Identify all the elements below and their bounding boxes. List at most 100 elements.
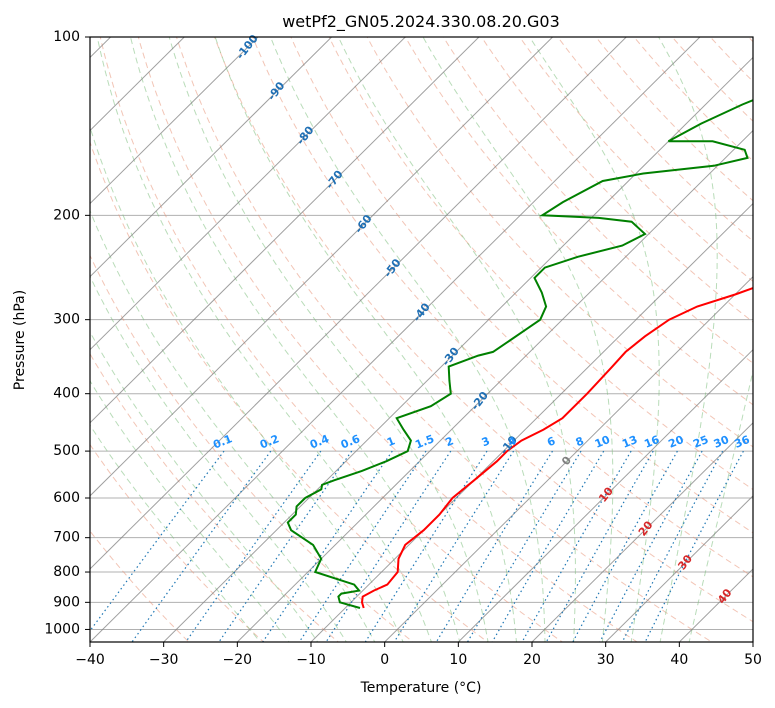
moist-adiabat	[214, 37, 518, 642]
mixing-ratio-label: 20	[667, 433, 686, 451]
dry-adiabat	[137, 37, 638, 642]
moist-adiabat	[168, 37, 489, 642]
y-tick-label: 1000	[44, 621, 80, 637]
moist-adiabat	[529, 37, 660, 642]
x-tick-label: −10	[296, 652, 326, 668]
mixing-ratio-line	[491, 450, 605, 642]
chart-title: wetPf2_GN05.2024.330.08.20.G03	[282, 12, 560, 32]
dry-adiabat	[557, 37, 753, 242]
mixing-ratio-label: 0.4	[308, 432, 331, 451]
moist-adiabat	[422, 37, 614, 642]
isotherm	[383, 275, 753, 642]
mixing-ratio-label: 16	[642, 433, 661, 451]
isotherm	[90, 37, 480, 424]
isotherm	[90, 37, 259, 205]
sounding-lines	[286, 99, 753, 609]
x-axis-label: Temperature (°C)	[360, 680, 482, 696]
plot-frame	[89, 36, 754, 643]
dry-adiabat	[709, 37, 753, 83]
mixing-ratio-line	[364, 450, 488, 642]
mixing-ratio-label: 1	[385, 434, 397, 449]
mixing-ratio-line	[621, 450, 724, 642]
dry-adiabat	[90, 530, 190, 642]
y-tick-label: 400	[53, 386, 80, 402]
x-tick-label: 50	[744, 652, 762, 668]
moist-adiabat	[90, 330, 319, 642]
mixing-ratio-label: 10	[593, 433, 612, 451]
isotherm	[90, 37, 407, 351]
dry-adiabat	[90, 443, 265, 642]
moist-adiabat	[96, 37, 432, 642]
dry-adiabat	[747, 37, 753, 43]
dry-adiabat	[328, 37, 753, 491]
dry-adiabat	[366, 37, 753, 448]
dewpoint-line	[286, 99, 753, 609]
dry-adiabat	[633, 37, 753, 162]
x-tick-label: 10	[449, 652, 467, 668]
mixing-ratio-line	[131, 450, 272, 642]
moist-adiabat	[90, 379, 290, 642]
isotherm	[531, 422, 753, 642]
moist-adiabat	[337, 37, 576, 642]
mixing-ratio-line	[298, 450, 427, 642]
y-tick-label: 300	[53, 312, 80, 328]
y-tick-label: 900	[53, 594, 80, 610]
mixing-ratio-line	[521, 450, 632, 642]
dry-adiabat	[99, 37, 564, 642]
isotherm	[90, 37, 554, 497]
mixing-ratio-line	[185, 450, 322, 642]
x-tick-label: 20	[523, 652, 541, 668]
isotherm	[90, 37, 701, 642]
y-tick-label: 700	[53, 530, 80, 546]
mixing-ratio-label: 30	[712, 433, 731, 451]
x-tick-label: −20	[223, 652, 253, 668]
y-tick-label: 200	[53, 207, 80, 223]
moist-adiabat	[90, 424, 261, 642]
isotherm	[90, 37, 628, 570]
mixing-ratio-label: 8	[574, 434, 586, 449]
moist-adiabat	[90, 275, 347, 642]
mixing-ratio-label: 6	[545, 434, 557, 449]
mixing-ratio-line	[545, 450, 654, 642]
x-tick-label: −30	[149, 652, 179, 668]
isotherm	[162, 56, 753, 642]
mixing-ratio-label: 25	[691, 433, 710, 451]
dry-adiabat	[480, 37, 753, 323]
dry-adiabat	[252, 37, 753, 578]
moist-adiabat	[130, 37, 461, 642]
y-tick-label: 800	[53, 564, 80, 580]
moist-adiabat	[90, 125, 404, 642]
isotherm	[90, 37, 186, 132]
isotherm	[90, 37, 333, 278]
moist-adiabat	[658, 37, 718, 642]
dry-adiabat	[90, 352, 340, 642]
isotherm	[604, 495, 753, 642]
isotherm	[310, 202, 753, 642]
moist-adiabat	[270, 37, 546, 642]
mixing-ratio-line	[644, 450, 744, 642]
mixing-ratio-label: 3	[480, 434, 492, 449]
moist-adiabat	[688, 368, 753, 642]
background-lines	[90, 37, 753, 642]
mixing-ratio-line	[262, 450, 393, 642]
dry-adiabat	[214, 37, 753, 623]
y-tick-label: 600	[53, 490, 80, 506]
x-tick-label: 0	[380, 652, 389, 668]
mixing-ratio-label: 36	[733, 433, 752, 451]
mixing-ratio-line	[325, 450, 452, 642]
mixing-ratio-line	[466, 450, 582, 642]
y-tick-label: 500	[53, 443, 80, 459]
mixing-ratio-line	[435, 450, 554, 642]
temperature-line	[360, 287, 753, 609]
x-tick-label: −40	[75, 652, 105, 668]
dry-adiabat	[519, 37, 753, 282]
axes: −40 −30 −20 −10 0 10 20 30 40 5010020030040050060…	[44, 29, 762, 668]
x-tick-label: 30	[597, 652, 615, 668]
dry-adiabat	[290, 37, 753, 534]
mixing-ratio-label: 0.1	[211, 432, 234, 451]
dry-adiabat	[404, 37, 753, 406]
isotherm	[457, 349, 753, 642]
y-axis-label: Pressure (hPa)	[12, 290, 28, 390]
x-tick-label: 40	[670, 652, 688, 668]
